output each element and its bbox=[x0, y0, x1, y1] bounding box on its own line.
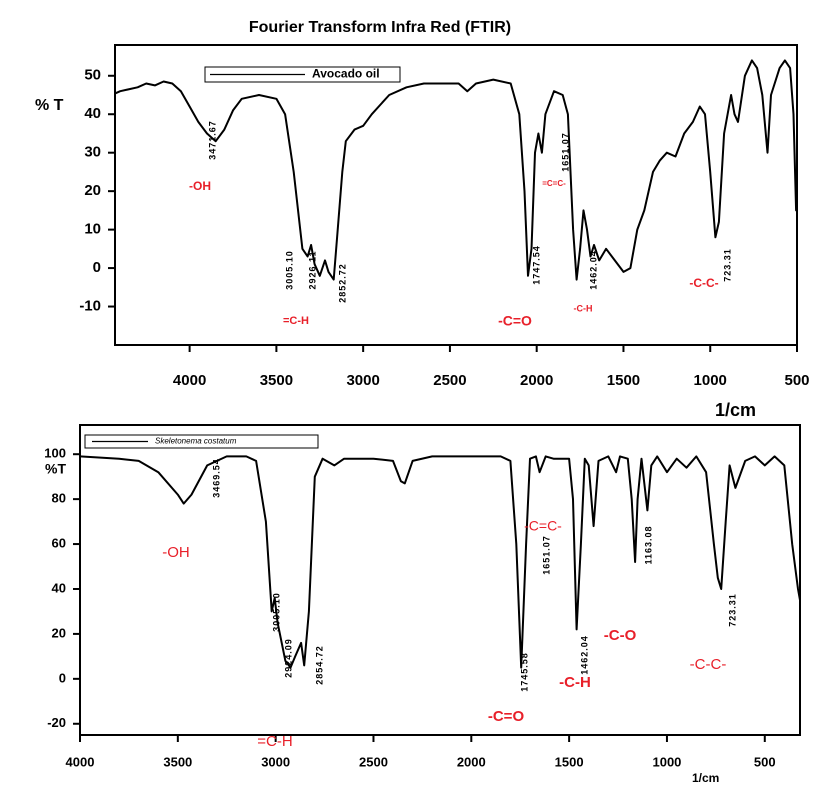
group-label: -OH bbox=[162, 544, 190, 561]
spectrum-line bbox=[115, 59, 797, 281]
peak-label: 1747.54 bbox=[531, 245, 541, 285]
x-tick-label: 500 bbox=[784, 372, 809, 389]
peak-label: 2852.72 bbox=[337, 263, 347, 303]
group-label: -C=O bbox=[488, 708, 525, 725]
y-tick-label: 20 bbox=[84, 182, 101, 199]
x-tick-label: 2500 bbox=[359, 754, 388, 769]
y-axis-title: %T bbox=[45, 461, 66, 477]
group-label: =C-H bbox=[257, 733, 292, 750]
peak-label: 1651.07 bbox=[560, 132, 570, 172]
y-axis-title: % T bbox=[35, 97, 64, 114]
peak-label: 1462.04 bbox=[579, 635, 589, 675]
plot-frame bbox=[79, 424, 801, 736]
chart-title: Fourier Transform Infra Red (FTIR) bbox=[249, 19, 511, 36]
peak-label: 723.31 bbox=[722, 248, 732, 282]
peak-label: 1651.07 bbox=[541, 535, 551, 575]
spectrum-line bbox=[80, 455, 800, 669]
x-tick-label: 1500 bbox=[555, 754, 584, 769]
y-tick-label: 50 bbox=[84, 67, 101, 84]
x-tick-label: 3500 bbox=[260, 372, 293, 389]
x-tick-label: 1500 bbox=[607, 372, 640, 389]
group-label: -C-H bbox=[574, 303, 593, 313]
group-label: -C=C- bbox=[524, 518, 562, 534]
x-tick-label: 2500 bbox=[433, 372, 466, 389]
legend-box bbox=[84, 434, 319, 449]
peak-label: 3471.67 bbox=[207, 120, 217, 160]
legend-label: Skeletonema costatum bbox=[155, 437, 237, 446]
x-tick-label: 4000 bbox=[173, 372, 206, 389]
peak-label: 3469.54 bbox=[211, 458, 221, 498]
group-label: -C-O bbox=[604, 627, 637, 644]
y-tick-label: 10 bbox=[84, 221, 101, 238]
peak-label: 3005.10 bbox=[284, 250, 294, 290]
y-tick-label: 0 bbox=[59, 670, 66, 685]
y-tick-label: 20 bbox=[52, 625, 66, 640]
group-label: =C-H bbox=[283, 315, 309, 327]
x-tick-label: 4000 bbox=[66, 754, 95, 769]
peak-label: 2854.72 bbox=[314, 645, 324, 685]
group-label: -C-C- bbox=[689, 276, 718, 290]
y-tick-label: -10 bbox=[79, 298, 101, 315]
group-label: -C=O bbox=[498, 313, 532, 329]
peak-label: 723.31 bbox=[727, 593, 737, 627]
x-tick-label: 2000 bbox=[520, 372, 553, 389]
y-tick-label: 80 bbox=[52, 491, 66, 506]
group-label: -C-H bbox=[559, 674, 591, 691]
peak-label: 2926.11 bbox=[307, 250, 317, 289]
peak-label: 1745.58 bbox=[519, 652, 529, 692]
x-tick-label: 1000 bbox=[694, 372, 727, 389]
x-axis-title: 1/cm bbox=[692, 771, 719, 785]
x-tick-label: 3500 bbox=[163, 754, 192, 769]
x-tick-label: 2000 bbox=[457, 754, 486, 769]
group-label: -C-C- bbox=[690, 656, 727, 673]
y-tick-label: 0 bbox=[93, 259, 101, 276]
peak-label: 1163.08 bbox=[643, 525, 653, 564]
x-tick-label: 3000 bbox=[346, 372, 379, 389]
peak-label: 1462.04 bbox=[588, 250, 598, 290]
y-tick-label: -20 bbox=[47, 715, 66, 730]
y-tick-label: 40 bbox=[52, 580, 66, 595]
y-tick-label: 40 bbox=[84, 105, 101, 122]
x-tick-label: 1000 bbox=[652, 754, 681, 769]
x-tick-label: 500 bbox=[754, 754, 776, 769]
peak-label: 3005.10 bbox=[271, 592, 281, 632]
legend-label: Avocado oil bbox=[312, 67, 380, 81]
group-label: =C=C- bbox=[542, 179, 566, 188]
y-tick-label: 100 bbox=[44, 446, 66, 461]
x-axis-title: 1/cm bbox=[715, 400, 756, 420]
y-tick-label: 30 bbox=[84, 144, 101, 161]
plot-frame bbox=[114, 44, 798, 346]
peak-label: 2924.09 bbox=[283, 638, 293, 678]
x-tick-label: 3000 bbox=[261, 754, 290, 769]
y-tick-label: 60 bbox=[52, 535, 66, 550]
group-label: -OH bbox=[189, 179, 211, 193]
